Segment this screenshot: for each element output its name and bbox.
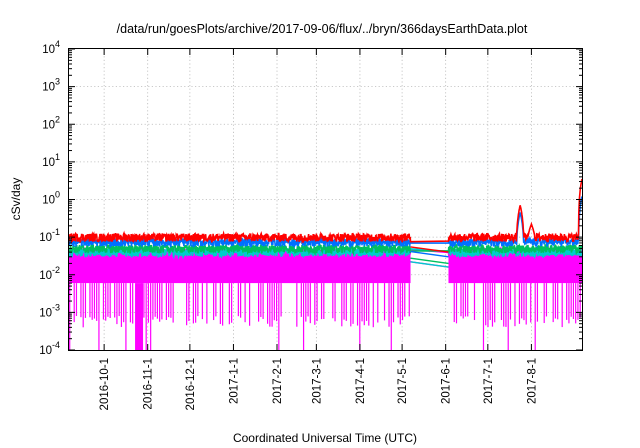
chart-title: /data/run/goesPlots/archive/2017-09-06/f…: [117, 22, 528, 36]
series-gap-connector: [410, 257, 449, 265]
x-axis-label: Coordinated Universal Time (UTC): [233, 431, 417, 445]
y-axis-label: cSv/day: [9, 178, 23, 221]
x-tick-label: 2017-5-1: [397, 358, 409, 404]
series-gap-connector: [410, 250, 449, 258]
series-gap-connector: [410, 261, 449, 268]
x-tick-label: 2017-4-1: [355, 358, 367, 404]
x-tick-label: 2017-1-1: [228, 358, 240, 404]
y-tick-label: 100: [42, 190, 60, 207]
y-axis: 10-4 10-3 10-2 10-1 100 101 102 103 104: [39, 39, 582, 357]
series: [68, 241, 583, 265]
x-tick-label: 2017-6-1: [441, 358, 453, 404]
series-gap-connector: [410, 246, 449, 253]
x-tick-label: 2016-11-1: [143, 358, 155, 410]
x-axis: 2016-10-1 2016-11-1 2016-12-1 2017-1-1 2017-…: [99, 49, 538, 410]
y-tick-label: 102: [42, 114, 60, 131]
series-line: [68, 178, 583, 245]
y-tick-label: 10-4: [39, 340, 60, 357]
series: [68, 178, 583, 253]
series-line: [68, 241, 583, 257]
y-tick-label: 101: [42, 152, 60, 169]
plot-frame: [68, 48, 583, 351]
x-tick-label: 2017-7-1: [483, 358, 495, 404]
series: [68, 245, 583, 350]
x-tick-label: 2017-8-1: [526, 358, 538, 404]
series-group: [68, 178, 583, 350]
x-tick-label: 2017-3-1: [311, 358, 323, 404]
y-tick-label: 10-1: [39, 227, 60, 244]
y-tick-label: 103: [42, 77, 60, 94]
y-tick-label: 104: [42, 39, 60, 56]
series-drop-block: [135, 283, 144, 350]
y-tick-label: 10-2: [39, 265, 60, 282]
x-tick-label: 2017-2-1: [272, 358, 284, 404]
y-tick-label: 10-3: [39, 302, 60, 319]
x-tick-label: 2016-10-1: [99, 358, 111, 410]
x-tick-label: 2016-12-1: [185, 358, 197, 410]
